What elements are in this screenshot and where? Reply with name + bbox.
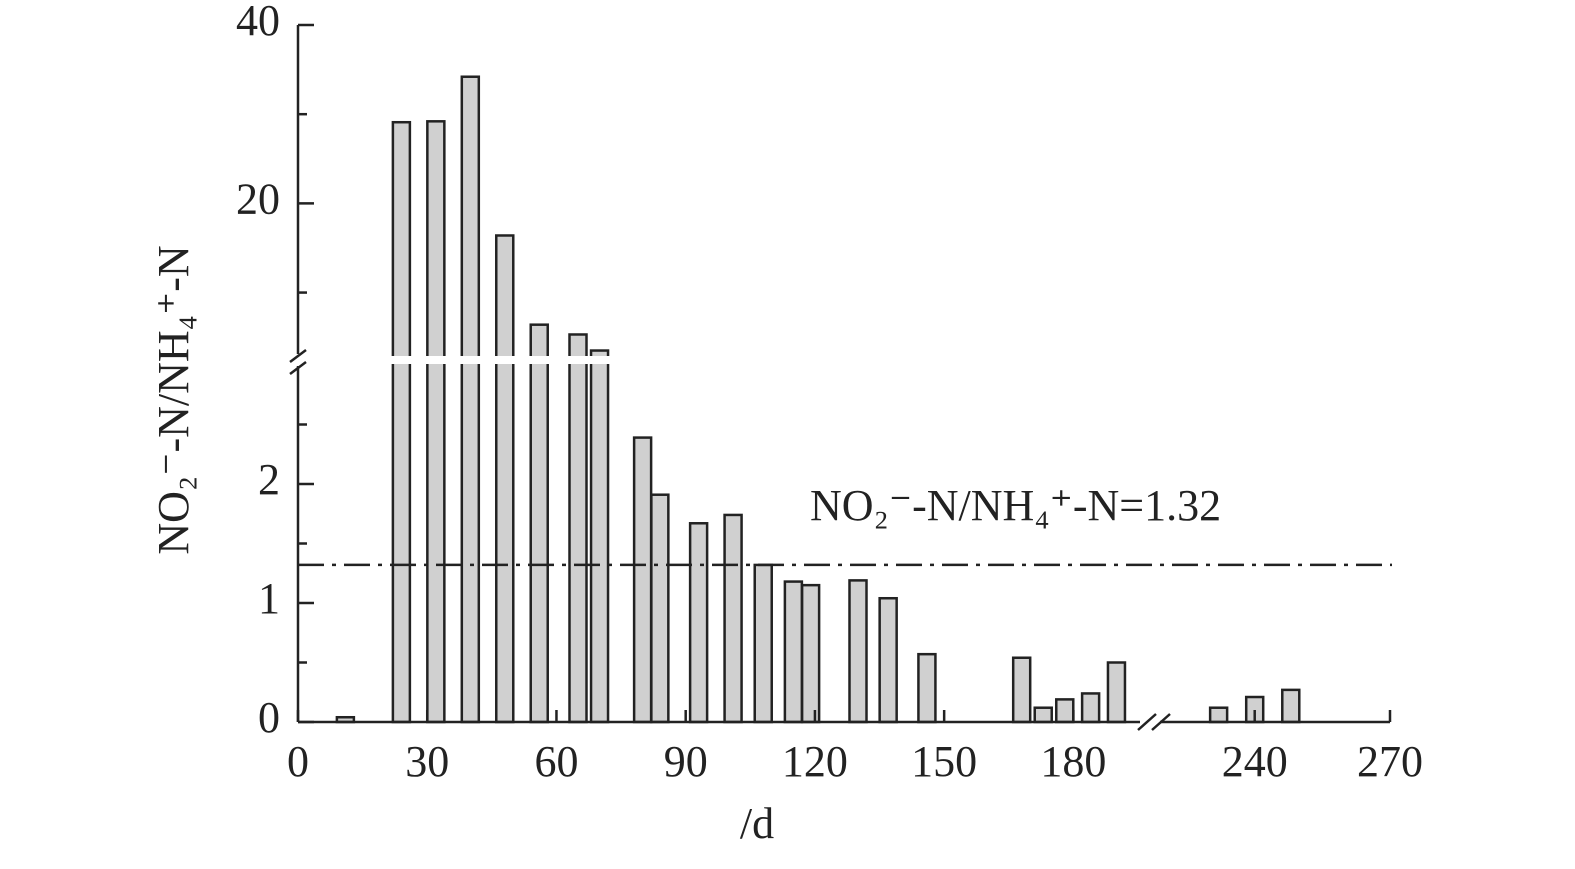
- bar: [391, 120, 412, 724]
- y-axis-label: NO₂⁻-N/NH₄⁺-N: [149, 245, 198, 554]
- bar: [632, 436, 653, 724]
- bar: [800, 583, 821, 724]
- bar: [783, 580, 804, 724]
- bar: [529, 323, 549, 724]
- bar: [1106, 661, 1127, 724]
- bar: [1080, 692, 1101, 724]
- bar: [723, 513, 743, 724]
- x-tick-label: 0: [287, 737, 309, 786]
- bar: [878, 596, 898, 724]
- bar: [688, 522, 709, 724]
- x-tick-label: 120: [782, 737, 848, 786]
- x-tick-label: 150: [911, 737, 977, 786]
- bar: [426, 120, 446, 724]
- y-tick-label: 2: [258, 455, 280, 504]
- y-tick-label: 0: [258, 693, 280, 742]
- bar: [495, 234, 515, 724]
- bar: [1011, 656, 1032, 724]
- bar: [1208, 706, 1229, 724]
- reference-label: NO₂⁻-N/NH₄⁺-N=1.32: [810, 481, 1221, 530]
- bar: [568, 333, 588, 724]
- x-tick-label: 240: [1222, 737, 1288, 786]
- axis-break-mark: [289, 349, 307, 375]
- x-axis-label: /d: [740, 799, 774, 848]
- x-tick-label: 270: [1357, 737, 1423, 786]
- x-tick-label: 90: [664, 737, 708, 786]
- x-tick-label: 30: [405, 737, 449, 786]
- x-tick-label: 60: [534, 737, 578, 786]
- bar: [1055, 698, 1075, 724]
- bar: [753, 563, 773, 724]
- bar: [650, 493, 670, 724]
- x-tick-label: 180: [1040, 737, 1106, 786]
- bar: [1033, 706, 1053, 724]
- y-tick-label: 1: [258, 574, 280, 623]
- axis-break-mark: [1137, 713, 1171, 731]
- bar: [460, 75, 481, 724]
- y-tick-label: 40: [236, 0, 280, 45]
- bar: [848, 579, 868, 724]
- axis-break-gap: [300, 356, 630, 364]
- bar: [917, 652, 937, 724]
- bar: [1281, 688, 1301, 724]
- bar: [589, 349, 610, 724]
- y-tick-label: 20: [236, 174, 280, 223]
